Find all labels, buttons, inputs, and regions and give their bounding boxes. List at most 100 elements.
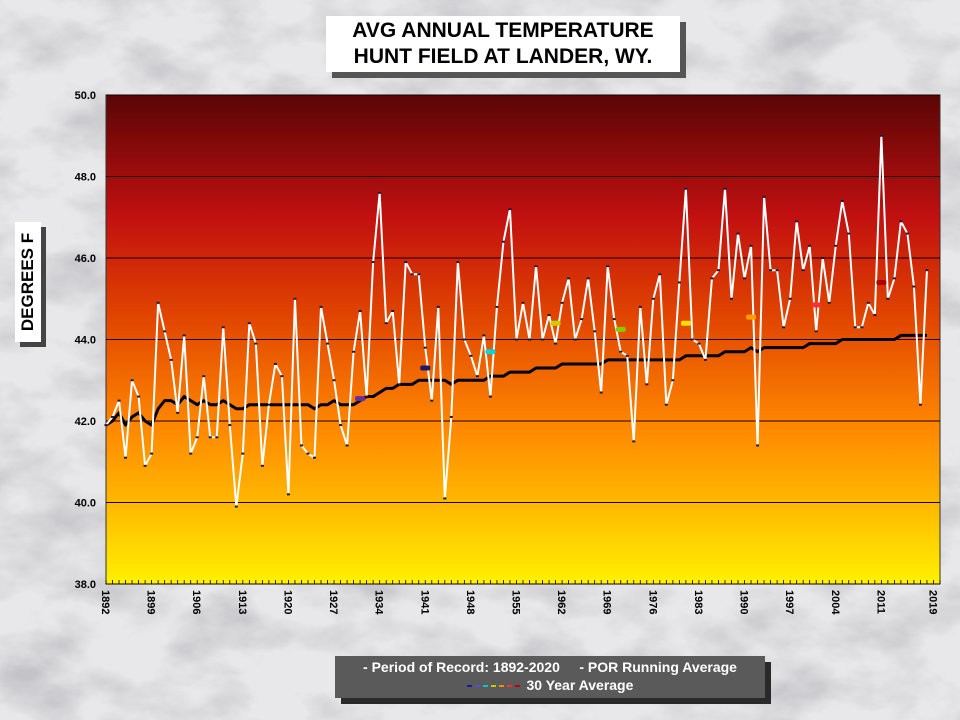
annual-point <box>586 277 590 280</box>
annual-point <box>176 411 180 414</box>
x-tick-label: 1913 <box>236 590 248 614</box>
annual-point <box>384 322 388 325</box>
chart-title-line2: HUNT FIELD AT LANDER, WY. <box>353 45 653 68</box>
annual-point <box>632 440 636 443</box>
annual-point <box>404 261 408 264</box>
annual-point <box>730 297 733 300</box>
annual-point <box>260 464 264 467</box>
annual-point <box>339 424 343 427</box>
annual-point <box>775 269 779 272</box>
annual-point <box>391 309 395 312</box>
annual-point <box>352 350 356 353</box>
x-tick-label: 1934 <box>373 590 385 615</box>
annual-point <box>677 281 681 284</box>
annual-point <box>808 244 812 247</box>
legend-running-average: - POR Running Average <box>579 659 737 675</box>
annual-point <box>684 187 688 190</box>
annual-point <box>560 301 564 304</box>
annual-point <box>866 301 870 304</box>
annual-point <box>443 497 447 500</box>
annual-point <box>430 399 434 402</box>
annual-point <box>645 383 649 386</box>
annual-temperature-series <box>104 134 929 508</box>
x-tick-label: 1969 <box>601 590 613 614</box>
legend-dash <box>506 685 512 688</box>
annual-point <box>834 244 838 247</box>
thirty-year-average-mark <box>355 396 366 402</box>
annual-point <box>827 301 831 304</box>
annual-point <box>378 191 382 194</box>
annual-point <box>397 383 401 386</box>
annual-point <box>703 358 707 361</box>
annual-point <box>495 305 499 308</box>
x-tick-label: 1920 <box>281 590 293 614</box>
thirty-year-average-mark <box>420 365 431 371</box>
annual-point <box>117 399 121 402</box>
annual-point <box>313 456 316 459</box>
thirty-year-average-mark <box>485 349 496 355</box>
running-average-line <box>105 333 927 427</box>
annual-point <box>111 415 115 418</box>
annual-point <box>788 297 792 300</box>
annual-point <box>163 330 167 333</box>
annual-point <box>879 134 883 137</box>
annual-point <box>410 273 414 276</box>
x-tick-label: 1948 <box>464 590 476 614</box>
annual-point <box>593 330 597 333</box>
annual-point <box>371 261 375 264</box>
thirty-year-average-mark <box>615 326 626 332</box>
annual-point <box>234 505 238 508</box>
annual-point <box>814 330 818 333</box>
annual-point <box>195 436 199 439</box>
x-tick-label: 2004 <box>829 590 841 615</box>
annual-point <box>541 338 545 341</box>
annual-point <box>925 269 929 272</box>
annual-point <box>462 338 466 341</box>
x-tick-label: 1962 <box>555 590 567 614</box>
annual-point <box>554 342 558 345</box>
annual-point <box>743 277 747 280</box>
annual-point <box>456 261 460 264</box>
thirty-year-average-mark <box>876 279 887 285</box>
x-tick-label: 1955 <box>509 590 521 614</box>
annual-point <box>671 379 675 382</box>
annual-point <box>658 273 662 276</box>
annual-point <box>215 436 219 439</box>
annual-point <box>273 362 277 365</box>
x-tick-label: 1906 <box>190 590 202 614</box>
annual-point <box>306 452 310 455</box>
legend: - Period of Record: 1892-2020 - POR Runn… <box>335 656 765 698</box>
legend-30yr-average: 30 Year Average <box>526 677 634 693</box>
x-tick-labels: 1892 1899 1906 1913 1920 1927 1934 1941 1948 1955… <box>99 590 938 615</box>
annual-point <box>716 269 720 272</box>
annual-point <box>749 244 753 247</box>
annual-point <box>580 318 584 321</box>
chart-title-box: AVG ANNUAL TEMPERATURE HUNT FIELD AT LAN… <box>326 16 680 72</box>
annual-point <box>182 334 186 337</box>
legend-dash <box>466 685 472 688</box>
annual-point <box>736 232 740 235</box>
thirty-year-average-mark <box>811 302 822 308</box>
annual-point <box>821 257 825 259</box>
annual-point <box>202 375 206 378</box>
annual-point <box>547 314 551 317</box>
annual-point <box>651 297 655 300</box>
legend-row-2: 30 Year Average <box>335 677 765 693</box>
annual-point <box>469 354 473 357</box>
annual-point <box>723 187 727 190</box>
annual-point <box>208 436 212 439</box>
annual-point <box>710 277 714 280</box>
annual-point <box>286 493 290 496</box>
thirty-year-average-mark <box>550 320 561 326</box>
legend-dash <box>482 685 488 688</box>
x-tick-label: 1941 <box>418 590 430 614</box>
annual-point <box>840 199 844 202</box>
annual-point <box>795 220 799 223</box>
legend-30yr-dashes <box>466 677 523 693</box>
annual-point <box>156 301 160 304</box>
legend-dash <box>514 685 520 688</box>
annual-point <box>567 277 571 280</box>
x-tick-label: 2011 <box>874 590 886 614</box>
annual-point <box>280 375 284 378</box>
